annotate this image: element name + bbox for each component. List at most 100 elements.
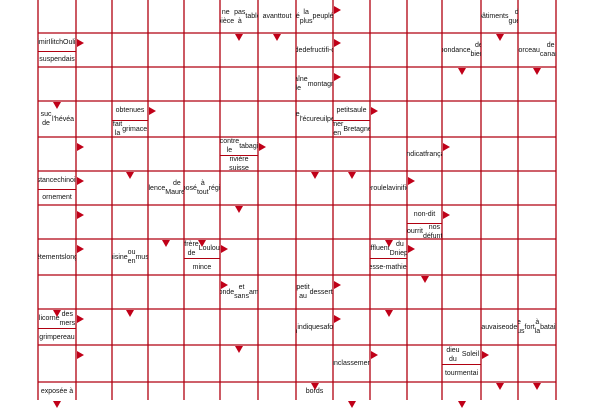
answer-cell[interactable] <box>518 171 556 205</box>
answer-cell[interactable] <box>296 239 333 275</box>
answer-cell[interactable] <box>442 275 481 309</box>
answer-cell[interactable] <box>333 0 370 33</box>
answer-cell[interactable] <box>38 0 76 33</box>
answer-cell[interactable] <box>296 137 333 171</box>
answer-cell[interactable] <box>148 205 184 239</box>
answer-cell[interactable] <box>184 67 220 101</box>
answer-cell[interactable] <box>258 275 296 309</box>
answer-cell[interactable] <box>184 345 220 382</box>
answer-cell[interactable] <box>258 382 296 400</box>
answer-cell[interactable] <box>370 205 407 239</box>
answer-cell[interactable] <box>258 171 296 205</box>
answer-cell[interactable] <box>184 33 220 67</box>
arrow-down-icon <box>310 383 319 390</box>
answer-cell[interactable] <box>112 345 148 382</box>
answer-cell[interactable] <box>220 101 258 137</box>
answer-cell[interactable] <box>258 239 296 275</box>
answer-cell[interactable] <box>481 101 518 137</box>
answer-cell[interactable] <box>112 275 148 309</box>
answer-cell[interactable] <box>258 309 296 345</box>
answer-cell[interactable] <box>442 239 481 275</box>
answer-cell[interactable] <box>112 205 148 239</box>
answer-cell[interactable] <box>148 137 184 171</box>
answer-cell[interactable] <box>38 137 76 171</box>
answer-cell[interactable] <box>148 67 184 101</box>
answer-cell[interactable] <box>442 171 481 205</box>
arrow-right-icon <box>371 351 378 359</box>
answer-cell[interactable] <box>184 275 220 309</box>
answer-cell[interactable] <box>38 275 76 309</box>
answer-cell[interactable] <box>184 0 220 33</box>
answer-cell[interactable] <box>481 67 518 101</box>
answer-cell[interactable] <box>76 67 112 101</box>
answer-cell[interactable] <box>481 275 518 309</box>
answer-cell[interactable] <box>296 345 333 382</box>
answer-cell[interactable] <box>148 275 184 309</box>
answer-cell[interactable] <box>518 239 556 275</box>
answer-cell[interactable] <box>296 205 333 239</box>
answer-cell[interactable] <box>370 137 407 171</box>
answer-cell[interactable] <box>333 205 370 239</box>
answer-cell[interactable] <box>481 239 518 275</box>
answer-cell[interactable] <box>112 382 148 400</box>
answer-cell[interactable] <box>148 309 184 345</box>
answer-cell[interactable] <box>184 101 220 137</box>
answer-cell[interactable] <box>407 382 442 400</box>
answer-cell[interactable] <box>112 67 148 101</box>
answer-cell[interactable] <box>333 239 370 275</box>
answer-cell[interactable] <box>370 33 407 67</box>
answer-cell[interactable] <box>76 0 112 33</box>
answer-cell[interactable] <box>481 137 518 171</box>
answer-cell[interactable] <box>220 382 258 400</box>
answer-cell[interactable] <box>258 101 296 137</box>
answer-cell[interactable] <box>518 345 556 382</box>
answer-cell[interactable] <box>220 309 258 345</box>
answer-cell[interactable] <box>442 101 481 137</box>
answer-cell[interactable] <box>518 275 556 309</box>
clue-line: mauvaise <box>481 323 506 331</box>
answer-cell[interactable] <box>220 171 258 205</box>
answer-cell[interactable] <box>442 382 481 400</box>
answer-cell[interactable] <box>407 101 442 137</box>
answer-cell[interactable] <box>333 137 370 171</box>
answer-cell[interactable] <box>442 0 481 33</box>
answer-cell[interactable] <box>481 171 518 205</box>
answer-cell[interactable] <box>148 382 184 400</box>
answer-cell[interactable] <box>407 0 442 33</box>
answer-cell[interactable] <box>38 345 76 382</box>
answer-cell[interactable] <box>518 0 556 33</box>
answer-cell[interactable] <box>76 101 112 137</box>
answer-cell[interactable] <box>112 33 148 67</box>
answer-cell[interactable] <box>38 67 76 101</box>
answer-cell[interactable] <box>370 382 407 400</box>
answer-cell[interactable] <box>481 205 518 239</box>
answer-cell[interactable] <box>407 67 442 101</box>
answer-cell[interactable] <box>258 205 296 239</box>
answer-cell[interactable] <box>184 382 220 400</box>
answer-cell[interactable] <box>112 0 148 33</box>
answer-cell[interactable] <box>148 33 184 67</box>
answer-cell[interactable] <box>407 345 442 382</box>
answer-cell[interactable] <box>258 345 296 382</box>
answer-cell[interactable] <box>184 137 220 171</box>
answer-cell[interactable] <box>184 205 220 239</box>
answer-cell[interactable] <box>112 137 148 171</box>
answer-cell[interactable] <box>518 205 556 239</box>
answer-cell[interactable] <box>407 309 442 345</box>
answer-cell[interactable] <box>258 67 296 101</box>
answer-cell[interactable] <box>370 67 407 101</box>
answer-cell[interactable] <box>370 0 407 33</box>
answer-cell[interactable] <box>518 137 556 171</box>
answer-cell[interactable] <box>442 309 481 345</box>
answer-cell[interactable] <box>407 33 442 67</box>
answer-cell[interactable] <box>184 309 220 345</box>
answer-cell[interactable] <box>38 205 76 239</box>
answer-cell[interactable] <box>76 382 112 400</box>
answer-cell[interactable] <box>148 0 184 33</box>
answer-cell[interactable] <box>518 101 556 137</box>
answer-cell[interactable] <box>370 275 407 309</box>
answer-cell[interactable] <box>148 345 184 382</box>
answer-cell[interactable] <box>220 67 258 101</box>
answer-cell[interactable] <box>333 382 370 400</box>
answer-cell[interactable] <box>76 275 112 309</box>
